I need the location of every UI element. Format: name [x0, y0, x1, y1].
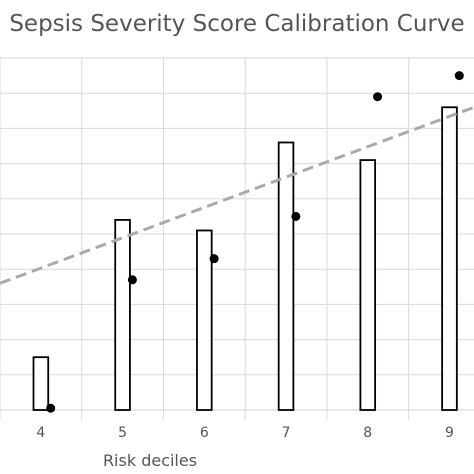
x-tick-label-7: 7	[282, 425, 291, 441]
gridlines	[0, 57, 474, 420]
bar-decile-7	[277, 141, 295, 411]
bar-decile-5	[114, 219, 131, 411]
bar-decile-9	[441, 106, 458, 411]
x-tick-label-6: 6	[200, 425, 209, 441]
observed-point-decile-9	[454, 71, 464, 81]
observed-point-decile-6	[209, 254, 219, 264]
reference-line-group	[0, 105, 474, 285]
observed-point-decile-7	[291, 211, 301, 221]
bar-decile-6	[196, 229, 213, 411]
x-tick-label-8: 8	[363, 425, 372, 441]
x-axis-title: Risk deciles	[103, 451, 197, 470]
observed-point-decile-4	[46, 403, 56, 413]
bars	[32, 106, 458, 411]
reference-line	[0, 105, 474, 285]
observed-point-decile-8	[373, 92, 383, 102]
chart-title: Sepsis Severity Score Calibration Curve	[9, 11, 464, 37]
bar-decile-4	[32, 356, 50, 411]
x-tick-labels: 4 5 6 7 8 9	[36, 425, 454, 441]
x-tick-label-9: 9	[445, 425, 454, 441]
observed-points	[46, 71, 464, 413]
x-tick-label-5: 5	[118, 425, 127, 441]
observed-point-decile-5	[127, 275, 137, 285]
x-tick-label-4: 4	[36, 425, 45, 441]
bar-decile-8	[359, 159, 377, 411]
